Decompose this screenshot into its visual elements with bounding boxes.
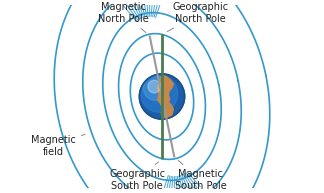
Text: Magnetic
South Pole: Magnetic South Pole [175, 161, 227, 191]
Text: Geographic
South Pole: Geographic South Pole [109, 162, 165, 191]
Text: Magnetic
North Pole: Magnetic North Pole [98, 2, 148, 32]
Circle shape [139, 74, 185, 119]
Circle shape [143, 76, 168, 101]
Circle shape [148, 80, 161, 93]
Circle shape [141, 75, 178, 112]
Text: Magnetic
field: Magnetic field [31, 134, 85, 157]
Polygon shape [158, 76, 173, 119]
Text: Geographic
North Pole: Geographic North Pole [167, 2, 229, 32]
